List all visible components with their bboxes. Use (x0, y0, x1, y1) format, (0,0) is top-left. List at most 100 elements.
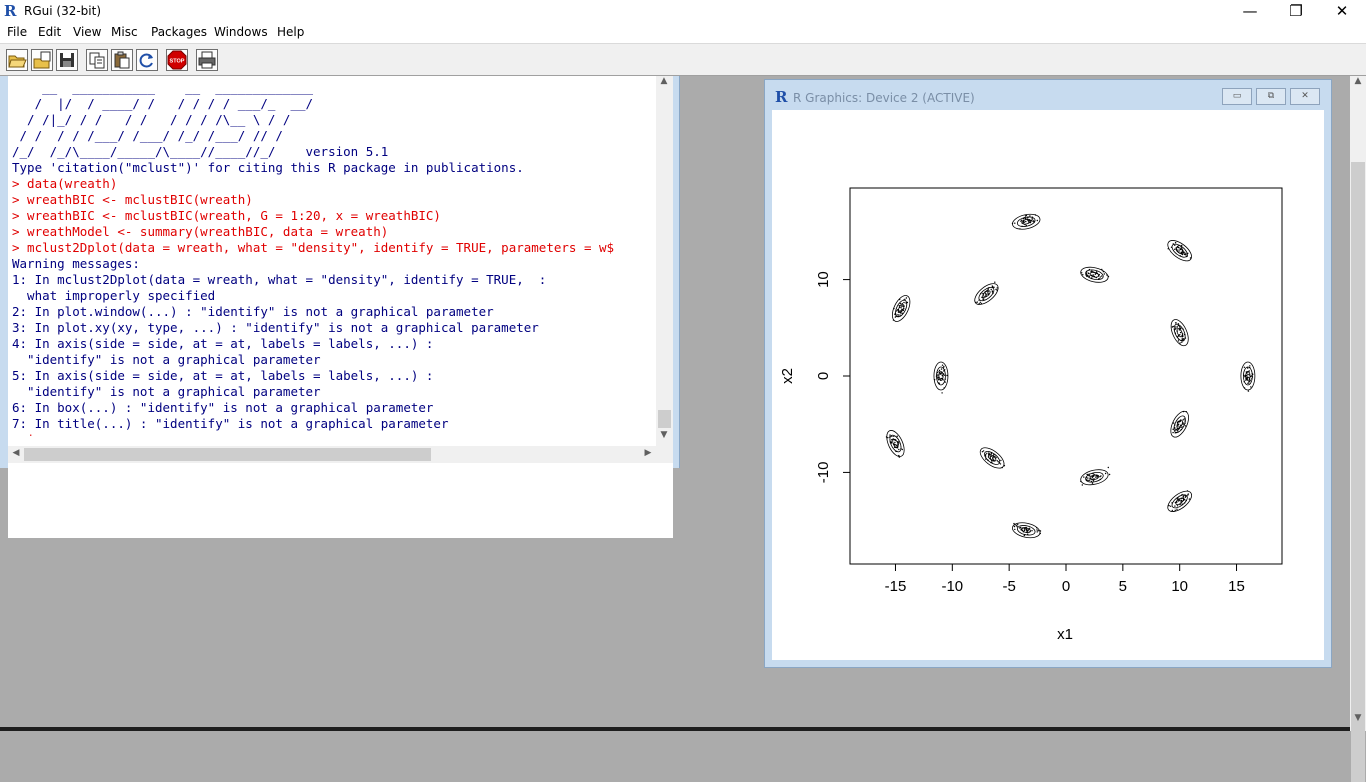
data-point (898, 310, 901, 312)
console-vscroll-thumb[interactable] (658, 410, 671, 428)
scroll-right-arrow-icon[interactable]: ▶ (644, 448, 652, 458)
data-point (1099, 276, 1101, 278)
data-point (1023, 221, 1025, 223)
graphics-minimize-button[interactable]: ▭ (1222, 88, 1252, 105)
data-point (986, 452, 988, 454)
data-point (905, 297, 908, 299)
data-point (941, 374, 943, 377)
graphics-window-title: R Graphics: Device 2 (ACTIVE) (793, 91, 975, 105)
data-point (1176, 498, 1179, 500)
console-output-line: __ ___________ __ _____________ (12, 80, 314, 95)
density-contour (984, 451, 1001, 465)
data-point (1176, 245, 1179, 248)
data-point (1177, 324, 1180, 327)
menu-file[interactable]: File (7, 25, 28, 39)
save-workspace-button[interactable] (56, 49, 78, 71)
console-output-line: "identify" is not a graphical parameter (12, 384, 321, 399)
x-tick-label: -5 (1002, 578, 1015, 595)
density-contour (1167, 490, 1192, 512)
mdi-scroll-up-arrow-icon[interactable]: ▲ (1354, 76, 1362, 86)
graphics-restore-button[interactable]: ⧉ (1256, 88, 1286, 105)
close-button[interactable]: ✕ (1335, 2, 1349, 20)
data-point (891, 435, 893, 438)
paste-button[interactable] (111, 49, 133, 71)
menu-edit[interactable]: Edit (38, 25, 62, 39)
mdi-vertical-scrollbar[interactable]: ▲ ▼ (1350, 76, 1366, 782)
console-input-line: > wreathBIC <- mclustBIC(wreath, G = 1:2… (12, 208, 441, 223)
data-point (1082, 274, 1084, 276)
console-vertical-scrollbar[interactable]: ▲ ▼ (656, 76, 673, 446)
mdi-scroll-down-arrow-icon[interactable]: ▼ (1354, 713, 1362, 723)
stop-button[interactable]: STOP (166, 49, 188, 71)
open-script-button[interactable] (6, 49, 28, 71)
console-output-line: "identify" is not a graphical parameter (12, 352, 321, 367)
copy-paste-button[interactable] (136, 49, 158, 71)
console-output-line: 3: In plot.xy(xy, type, ...) : "identify… (12, 320, 539, 335)
data-point (1025, 224, 1027, 227)
bottom-strip (0, 727, 1350, 731)
console-horizontal-scrollbar[interactable]: ◀ ▶ (8, 446, 673, 463)
console-hscroll-thumb[interactable] (24, 448, 431, 461)
graphics-device-window[interactable]: R R Graphics: Device 2 (ACTIVE) ▭ ⧉ ✕ -1… (764, 79, 1332, 668)
data-point (1184, 254, 1187, 256)
data-point (990, 455, 992, 457)
copy-button[interactable] (86, 49, 108, 71)
scroll-down-arrow-icon[interactable]: ▼ (660, 430, 668, 440)
data-point (996, 287, 998, 289)
data-point (1027, 533, 1029, 535)
menu-packages[interactable]: Packages (151, 25, 207, 39)
data-point (1187, 494, 1189, 496)
data-point (1000, 459, 1002, 462)
data-point (1183, 418, 1185, 420)
r-console-window[interactable]: __ ___________ __ _____________ / |/ / _… (0, 76, 680, 538)
density-contour (1171, 494, 1188, 509)
data-point (1031, 218, 1033, 220)
print-button[interactable] (196, 49, 218, 71)
x-tick-label: -10 (941, 578, 963, 595)
minimize-button[interactable]: — (1242, 2, 1258, 20)
console-output[interactable]: __ ___________ __ _____________ / |/ / _… (12, 80, 652, 436)
mdi-vscroll-thumb[interactable] (1351, 162, 1365, 782)
data-point (1175, 326, 1177, 328)
console-output-line: 2: In plot.window(...) : "identify" is n… (12, 304, 494, 319)
data-point (1016, 525, 1018, 528)
data-point (985, 293, 987, 296)
data-point (1088, 275, 1090, 277)
load-workspace-button[interactable] (31, 49, 53, 71)
density-contour (1016, 216, 1036, 227)
console-input-line: > | (12, 432, 652, 436)
data-point (1087, 272, 1090, 274)
scroll-up-arrow-icon[interactable]: ▲ (660, 76, 668, 86)
console-area[interactable]: __ ___________ __ _____________ / |/ / _… (8, 76, 673, 538)
density-contour (1242, 366, 1253, 386)
graphics-close-button[interactable]: ✕ (1290, 88, 1320, 105)
data-point (1036, 529, 1038, 531)
menu-bar: File Edit View Misc Packages Windows Hel… (0, 24, 1366, 43)
data-point (1083, 476, 1085, 478)
console-output-line: 5: In axis(side = side, at = at, labels … (12, 368, 434, 383)
data-point (1017, 524, 1019, 526)
maximize-button[interactable]: ❐ (1289, 2, 1303, 20)
menu-view[interactable]: View (73, 25, 102, 39)
data-point (1174, 244, 1176, 246)
x-axis-label: x1 (1057, 626, 1073, 643)
menu-windows[interactable]: Windows (214, 25, 268, 39)
density-contour (982, 290, 991, 298)
window-title: RGui (32-bit) (24, 4, 102, 18)
data-point (996, 460, 998, 462)
density-contour (1021, 218, 1032, 225)
y-tick-label: 10 (815, 271, 832, 288)
menu-help[interactable]: Help (277, 25, 305, 39)
data-point (1250, 386, 1252, 388)
data-point (1180, 251, 1182, 253)
data-point (1091, 482, 1094, 484)
data-point (1178, 423, 1180, 425)
scroll-left-arrow-icon[interactable]: ◀ (12, 448, 20, 458)
density-contour (1175, 497, 1184, 505)
print-icon (198, 51, 216, 69)
menu-misc[interactable]: Misc (111, 25, 138, 39)
data-point (1174, 248, 1176, 250)
x-tick-label: 15 (1228, 578, 1245, 595)
console-output-line: / |/ / ____/ / / / / / ___/_ __/ (12, 96, 314, 111)
x-tick-label: 5 (1119, 578, 1127, 595)
